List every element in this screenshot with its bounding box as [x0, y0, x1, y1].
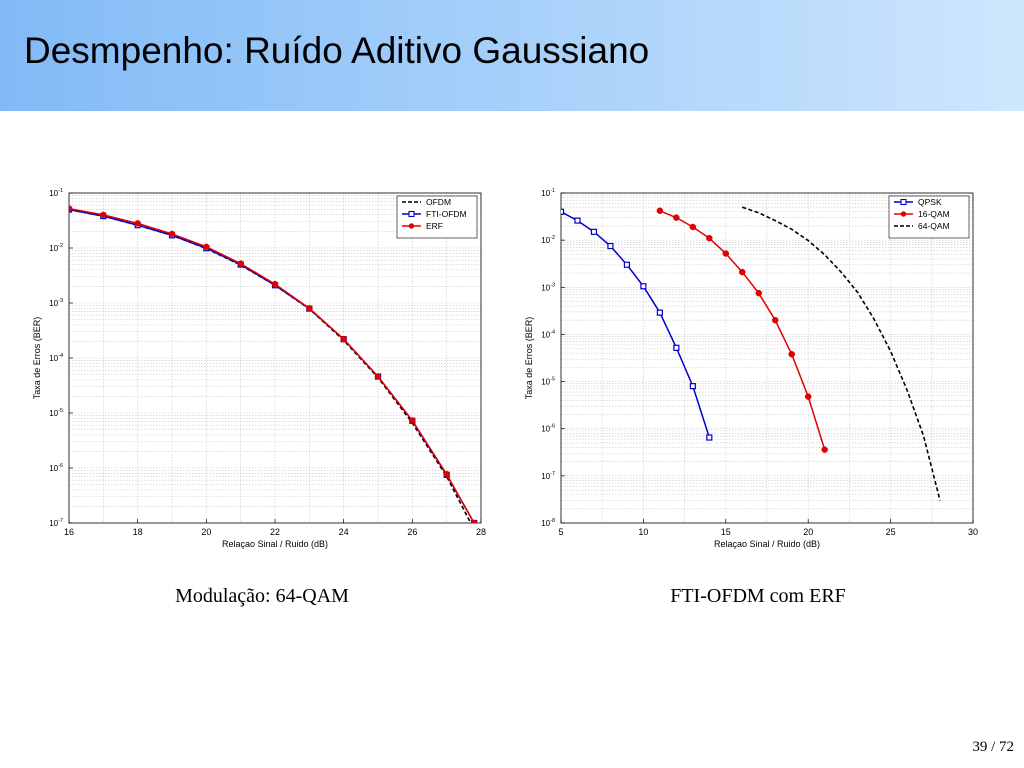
data-point — [771, 316, 779, 324]
data-point — [590, 228, 598, 235]
legend-label: FTI-OFDM — [426, 209, 467, 219]
x-tick-label: 22 — [270, 527, 280, 537]
y-axis-label: Taxa de Erros (BER) — [524, 317, 534, 400]
y-tick-label: 10-1 — [49, 188, 63, 198]
data-point — [673, 214, 680, 221]
legend-label: QPSK — [918, 197, 942, 207]
y-tick-label: 10-4 — [49, 353, 63, 363]
slide-title: Desmpenho: Ruído Aditivo Gaussiano — [24, 30, 650, 71]
slide-header: Desmpenho: Ruído Aditivo Gaussiano — [0, 0, 1024, 111]
x-axis-label: Relaçao Sinal / Ruido (dB) — [714, 539, 820, 549]
x-tick-label: 18 — [133, 527, 143, 537]
data-point — [673, 344, 680, 351]
data-point — [69, 205, 73, 212]
legend-marker — [900, 198, 907, 206]
data-point — [689, 383, 696, 390]
legend-label: 64-QAM — [918, 221, 950, 231]
legend: QPSK 16-QAM 64-QAM — [888, 195, 970, 239]
legend-marker — [408, 223, 415, 229]
data-point — [306, 305, 313, 312]
data-point — [722, 250, 730, 257]
x-tick-label: 28 — [476, 527, 486, 537]
y-tick-label: 10-7 — [541, 471, 555, 481]
y-tick-label: 10-3 — [541, 282, 555, 292]
y-tick-label: 10-4 — [541, 329, 555, 339]
series-qpsk — [561, 208, 713, 441]
y-tick-label: 10-5 — [49, 408, 63, 418]
x-axis-label: Relaçao Sinal / Ruido (dB) — [222, 539, 328, 549]
data-point — [706, 234, 713, 242]
legend-marker — [900, 211, 907, 217]
legend-label: 16-QAM — [918, 209, 950, 219]
y-tick-label: 10-5 — [541, 377, 555, 387]
data-point — [689, 223, 697, 231]
legend-label: ERF — [426, 221, 443, 231]
data-point — [656, 309, 663, 316]
data-point — [739, 268, 746, 276]
data-point — [623, 261, 631, 268]
data-point — [374, 373, 382, 380]
data-point — [271, 280, 279, 288]
data-point — [470, 519, 478, 523]
data-point — [821, 446, 828, 453]
data-point — [607, 242, 614, 250]
y-tick-label: 10-1 — [541, 188, 555, 198]
data-point — [640, 283, 647, 290]
x-tick-label: 16 — [64, 527, 74, 537]
page-current: 39 — [972, 739, 988, 755]
data-point — [340, 335, 347, 343]
y-tick-label: 10-6 — [541, 424, 555, 434]
x-tick-label: 26 — [407, 527, 417, 537]
y-tick-label: 10-2 — [541, 235, 555, 245]
caption-left: Modulação: 64-QAM — [175, 585, 349, 607]
ber-chart-64qam: 16 18 20 22 24 26 28 10-1 10-2 10-3 10-4 10-5 10-6 10… — [32, 188, 486, 549]
data-point — [100, 211, 107, 219]
legend: OFDM FTI-OFDM ERF — [396, 195, 478, 239]
data-point — [788, 350, 795, 358]
legend-marker — [408, 210, 415, 218]
data-point — [443, 470, 450, 478]
x-tick-label: 10 — [638, 527, 648, 537]
plot-frame — [560, 192, 974, 524]
caption-right: FTI-OFDM com ERF — [670, 585, 846, 607]
data-point — [574, 217, 581, 224]
data-point — [168, 230, 176, 238]
x-tick-label: 25 — [886, 527, 896, 537]
data-point — [237, 260, 244, 267]
y-axis-label: Taxa de Erros (BER) — [32, 317, 42, 400]
y-tick-label: 10-7 — [49, 518, 63, 528]
y-tick-label: 10-8 — [541, 518, 555, 528]
data-point — [804, 393, 812, 400]
series-line — [561, 211, 711, 438]
data-point — [656, 207, 664, 215]
y-tick-label: 10-2 — [49, 243, 63, 253]
data-point — [706, 434, 713, 441]
legend-label: OFDM — [426, 197, 451, 207]
x-tick-label: 24 — [339, 527, 349, 537]
x-tick-label: 20 — [803, 527, 813, 537]
series-erf — [69, 205, 478, 523]
page-total: 72 — [999, 739, 1014, 755]
x-tick-label: 30 — [968, 527, 978, 537]
data-point — [561, 208, 565, 215]
y-tick-label: 10-6 — [49, 463, 63, 473]
data-point — [203, 243, 210, 251]
x-tick-label: 15 — [721, 527, 731, 537]
series-16-qam — [656, 207, 828, 453]
data-point — [409, 417, 416, 424]
y-tick-label: 10-3 — [49, 298, 63, 308]
data-point — [134, 220, 141, 227]
series-line — [742, 206, 941, 501]
ber-chart-modulations: 5 10 15 20 25 30 10-1 10-2 10-3 10-4 10-5 10-6 10-7 1… — [524, 188, 978, 549]
x-tick-label: 20 — [201, 527, 211, 537]
page-number: 39 / 72 — [972, 739, 1014, 755]
x-tick-label: 5 — [558, 527, 563, 537]
series-64-qam — [742, 206, 941, 501]
data-point — [755, 289, 763, 297]
